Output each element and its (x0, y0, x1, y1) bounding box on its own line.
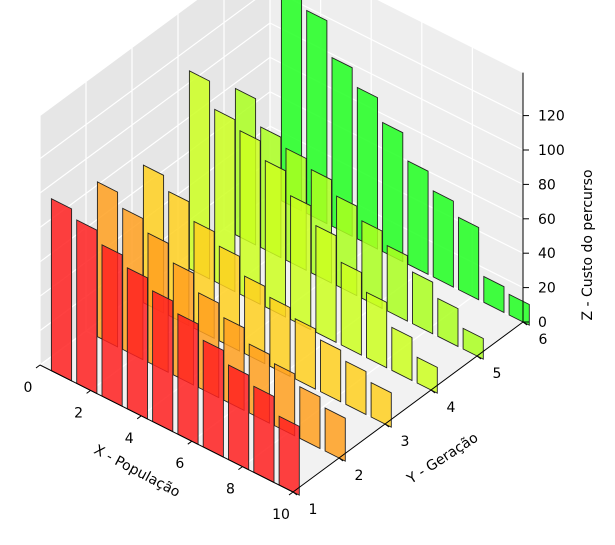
bar-y4-x5 (290, 194, 312, 331)
bar-y1-x3 (101, 244, 123, 408)
grid-z-left-6 (39, 0, 256, 160)
z-tick-label-4: 80 (538, 177, 556, 193)
grid-z-left-4 (39, 56, 271, 228)
y-tick-label-0: 1 (309, 502, 318, 518)
x-tick-1 (86, 389, 91, 394)
bar-y3-x9 (345, 360, 367, 416)
x-tick-label-0: 0 (24, 380, 33, 396)
y-tick-3 (430, 389, 436, 394)
z-tick-label-2: 40 (538, 246, 556, 262)
x-tick-label-2: 4 (125, 431, 134, 447)
bar-y5-x8 (412, 271, 434, 335)
x-tick-3 (187, 440, 193, 445)
y-tick-1 (338, 457, 344, 462)
bar-y5-x9 (437, 297, 459, 348)
bar-y4-x9 (391, 326, 413, 382)
x-tick-4 (238, 466, 243, 471)
x-tick-label-1: 2 (74, 405, 83, 421)
y-tick-label-5: 6 (539, 332, 548, 348)
x-tick-label-3: 6 (175, 456, 184, 472)
y-tick-label-1: 2 (355, 468, 364, 484)
chart-bars (50, 0, 530, 496)
bar-y3-x6 (269, 296, 291, 378)
x-axis-line (39, 364, 294, 493)
z-tick-label-5: 100 (538, 143, 565, 159)
bar-y1-x5 (152, 290, 174, 433)
bar-y1-x6 (177, 313, 199, 446)
x-tick-2 (136, 415, 142, 420)
z-tick-label-1: 20 (538, 281, 556, 297)
x-tick-0 (35, 364, 41, 369)
y-tick-0 (292, 491, 298, 496)
bar-y4-x8 (366, 291, 388, 369)
bar-y3-x8 (320, 339, 342, 403)
grid-z-left-5 (39, 22, 271, 194)
bar-y4-x3 (239, 129, 261, 306)
bar-y1-x1 (50, 197, 73, 382)
bar-y4-x7 (340, 261, 362, 356)
bar-y6-x8 (458, 216, 480, 301)
z-axis-label: Z - Custo do percurso (580, 169, 596, 320)
bar-y3-x7 (294, 317, 316, 390)
z-tick-label-6: 120 (538, 109, 565, 125)
bar-y6-x6 (407, 160, 429, 276)
y-tick-label-2: 3 (401, 434, 410, 450)
bar-y2-x9 (299, 385, 321, 450)
bar-y1-x10 (278, 415, 300, 496)
x-tick-5 (288, 491, 294, 496)
y-tick-4 (476, 355, 482, 360)
chart-axes (35, 72, 529, 496)
y-axis-line (292, 321, 524, 493)
y-tick-label-4: 5 (493, 366, 502, 382)
grid-z-back-6 (291, 0, 524, 117)
bar-y4-x6 (315, 224, 337, 344)
bar-y6-x5 (382, 121, 404, 263)
bar-y1-x7 (202, 339, 224, 458)
bar-y4-x4 (264, 159, 286, 318)
bar-y6-x9 (483, 275, 505, 314)
y-tick-label-3: 4 (447, 400, 456, 416)
bar-y1-x9 (253, 385, 275, 484)
y-tick-2 (384, 423, 390, 428)
z-tick-label-3: 60 (538, 212, 556, 228)
x-tick-label-5: 10 (272, 507, 290, 523)
bar-y1-x4 (126, 267, 148, 420)
x-tick-label-4: 8 (226, 482, 235, 498)
y-axis-label: Y - Geração (404, 430, 482, 488)
bar-y5-x7 (386, 244, 408, 322)
bar-y6-x7 (432, 190, 454, 288)
z-tick-label-0: 0 (538, 315, 547, 331)
bar-y1-x8 (228, 364, 250, 471)
x-axis-label: X - População (91, 442, 183, 501)
bar-y1-x2 (76, 219, 98, 395)
